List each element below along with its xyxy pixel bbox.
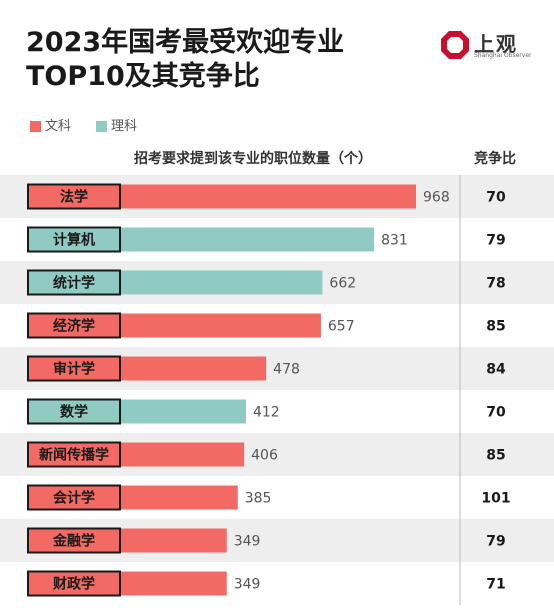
bar xyxy=(120,184,416,209)
legend-label-liberal-arts: 文科 xyxy=(45,119,72,134)
category-label-box xyxy=(27,484,121,511)
value-label: 412 xyxy=(253,405,280,421)
competition-ratio-label: 79 xyxy=(486,534,505,550)
bar xyxy=(120,313,321,338)
category-label-box xyxy=(27,527,121,554)
competition-ratio-label: 71 xyxy=(486,577,505,593)
category-label: 统计学 xyxy=(53,275,95,292)
category-label: 财政学 xyxy=(52,576,95,593)
competition-ratio-label: 70 xyxy=(486,190,506,206)
bar xyxy=(120,571,227,596)
bar-chart: 法学 968 70 计算机 831 79 统计学 662 78 经济学 657 85 审计学 478 84 数… xyxy=(0,175,554,605)
competition-ratio-label: 79 xyxy=(486,233,505,249)
bar xyxy=(120,356,267,381)
value-label: 662 xyxy=(329,276,356,292)
value-label: 968 xyxy=(423,190,450,206)
value-label: 349 xyxy=(234,577,261,593)
competition-ratio-label: 85 xyxy=(486,448,505,464)
chart-title: 2023年国考最受欢迎专业TOP10及其竞争比 xyxy=(26,27,345,92)
competition-ratio-label: 70 xyxy=(486,405,506,421)
bar xyxy=(120,270,323,295)
category-label: 法学 xyxy=(60,189,88,206)
category-label-box xyxy=(27,398,121,425)
logo-mark-icon xyxy=(441,31,469,59)
value-label: 406 xyxy=(251,448,278,464)
bar xyxy=(120,485,238,510)
competition-ratio-label: 101 xyxy=(481,491,510,507)
logo: 上观 Shanghai Observer xyxy=(440,28,545,64)
category-label: 金融学 xyxy=(52,533,95,550)
legend-label-science: 理科 xyxy=(111,119,138,134)
value-column-header: 招考要求提到该专业的职位数量（个） xyxy=(134,151,372,167)
category-label-box xyxy=(27,183,121,210)
bar xyxy=(120,442,245,467)
legend-swatch-science xyxy=(96,121,107,132)
category-label-box xyxy=(27,312,121,339)
legend-swatch-liberal-arts xyxy=(30,121,41,132)
logo-subtitle: Shanghai Observer xyxy=(474,52,532,59)
category-label: 会计学 xyxy=(53,490,95,507)
category-label-box xyxy=(27,570,121,597)
competition-ratio-label: 84 xyxy=(486,362,506,378)
bar xyxy=(120,227,375,252)
competition-ratio-label: 78 xyxy=(486,276,505,292)
category-label-box xyxy=(27,226,121,253)
ratio-column-header: 竞争比 xyxy=(474,151,516,167)
category-label: 审计学 xyxy=(53,361,95,378)
value-label: 349 xyxy=(234,534,261,550)
value-label: 657 xyxy=(328,319,355,335)
category-label: 数学 xyxy=(60,404,88,421)
bar xyxy=(120,399,246,424)
category-label: 新闻传播学 xyxy=(39,447,109,464)
bar xyxy=(120,528,227,553)
value-label: 831 xyxy=(381,233,408,249)
category-label: 计算机 xyxy=(53,232,95,249)
category-label-box xyxy=(27,269,121,296)
category-label-box xyxy=(27,441,121,468)
category-label: 经济学 xyxy=(53,318,95,335)
value-label: 478 xyxy=(273,362,300,378)
category-label-box xyxy=(27,355,121,382)
logo-text: 上观 xyxy=(474,32,518,56)
value-label: 385 xyxy=(245,491,272,507)
competition-ratio-label: 85 xyxy=(486,319,505,335)
